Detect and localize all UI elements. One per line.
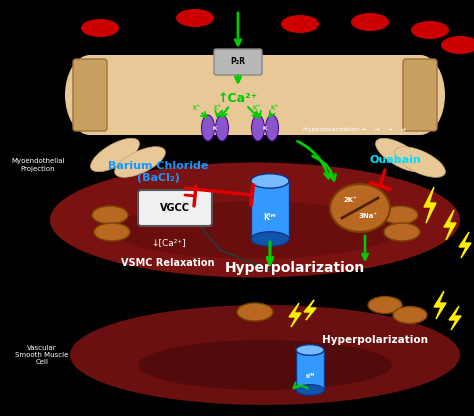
Ellipse shape — [70, 305, 460, 405]
Ellipse shape — [296, 345, 324, 355]
Text: K: K — [263, 126, 267, 131]
Ellipse shape — [395, 147, 446, 177]
Text: Vascular
Smooth Muscle
Cell: Vascular Smooth Muscle Cell — [15, 345, 69, 365]
Text: 3Na⁺: 3Na⁺ — [358, 213, 378, 219]
Text: K⁺: K⁺ — [253, 105, 261, 111]
Ellipse shape — [92, 206, 128, 224]
Ellipse shape — [281, 15, 319, 33]
Text: P₂R: P₂R — [230, 57, 246, 67]
Ellipse shape — [176, 9, 214, 27]
FancyBboxPatch shape — [138, 190, 212, 226]
Bar — [251, 181, 289, 239]
FancyBboxPatch shape — [73, 59, 107, 131]
Text: ↓[Ca²⁺]: ↓[Ca²⁺] — [151, 238, 185, 248]
Text: Hyperpolarization →    →    →    →: Hyperpolarization → → → → — [303, 127, 407, 133]
Polygon shape — [459, 232, 471, 258]
Ellipse shape — [111, 201, 399, 259]
Ellipse shape — [251, 232, 289, 246]
Text: 2K⁺: 2K⁺ — [343, 197, 357, 203]
Ellipse shape — [393, 307, 427, 324]
Ellipse shape — [94, 223, 130, 241]
Text: ↑Ca²⁺: ↑Ca²⁺ — [218, 92, 258, 104]
Text: Barium Chloride
(BaCl₂): Barium Chloride (BaCl₂) — [108, 161, 208, 183]
Text: VSMC Relaxation: VSMC Relaxation — [121, 258, 215, 268]
Ellipse shape — [384, 223, 420, 241]
Ellipse shape — [382, 206, 418, 224]
Ellipse shape — [65, 55, 115, 135]
Text: K⁺: K⁺ — [271, 105, 279, 111]
Polygon shape — [289, 303, 301, 327]
Text: K: K — [213, 126, 217, 131]
Text: K⁺: K⁺ — [214, 105, 222, 111]
Polygon shape — [304, 300, 316, 320]
Ellipse shape — [50, 163, 460, 277]
Polygon shape — [449, 306, 461, 330]
Ellipse shape — [368, 297, 402, 314]
Text: Vascular
Endothelial
Cell: Vascular Endothelial Cell — [20, 80, 64, 110]
Ellipse shape — [115, 147, 165, 177]
Ellipse shape — [330, 184, 390, 232]
Text: VGCC: VGCC — [160, 203, 190, 213]
Ellipse shape — [252, 115, 264, 141]
Ellipse shape — [351, 13, 389, 31]
Text: Kᴵᴹ: Kᴵᴹ — [305, 374, 315, 379]
Text: Kᴵᴹ: Kᴵᴹ — [264, 213, 276, 223]
Ellipse shape — [138, 340, 392, 390]
Text: Ouabain: Ouabain — [369, 155, 421, 165]
Ellipse shape — [395, 55, 445, 135]
Text: K⁺: K⁺ — [193, 105, 201, 111]
Ellipse shape — [216, 115, 228, 141]
Ellipse shape — [375, 138, 424, 172]
Text: Myoendothelial
Projection: Myoendothelial Projection — [11, 158, 65, 171]
Ellipse shape — [441, 36, 474, 54]
Polygon shape — [444, 210, 456, 240]
Bar — [296, 350, 324, 390]
Ellipse shape — [265, 115, 279, 141]
FancyBboxPatch shape — [214, 49, 262, 75]
Text: Hyperpolarization: Hyperpolarization — [225, 261, 365, 275]
Ellipse shape — [411, 21, 449, 39]
Text: Hyperpolarization: Hyperpolarization — [322, 335, 428, 345]
Bar — [90, 55, 420, 135]
Ellipse shape — [81, 19, 119, 37]
FancyBboxPatch shape — [403, 59, 437, 131]
Ellipse shape — [91, 138, 139, 172]
Polygon shape — [434, 291, 446, 319]
Ellipse shape — [237, 303, 273, 321]
Ellipse shape — [296, 385, 324, 395]
Ellipse shape — [251, 174, 289, 188]
Ellipse shape — [201, 115, 215, 141]
Polygon shape — [424, 187, 436, 223]
